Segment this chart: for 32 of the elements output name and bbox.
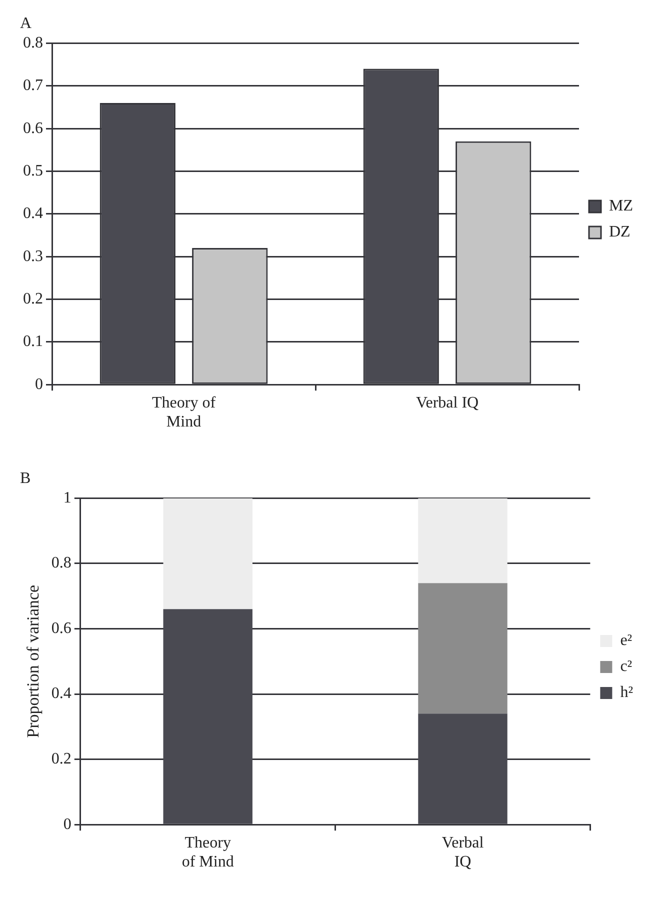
- legend-label: c²: [620, 658, 632, 676]
- legend-label: h²: [620, 684, 634, 702]
- chart-title: B: [20, 470, 31, 487]
- y-tick-label: 0: [35, 376, 43, 393]
- x-tick-label: Verbal IQ: [442, 834, 484, 871]
- y-tick-label: 0.2: [51, 750, 72, 768]
- chart-title: A: [20, 14, 32, 32]
- y-tick-label: 0.6: [23, 120, 43, 137]
- legend-label: DZ: [609, 224, 630, 241]
- y-tick-label: 0.3: [23, 248, 43, 265]
- y-tick-label: 0: [63, 816, 72, 833]
- bar: [418, 498, 508, 584]
- y-tick-label: 0.8: [51, 554, 72, 572]
- y-tick-label: 0.1: [23, 333, 43, 350]
- y-tick-label: 0.4: [51, 685, 72, 702]
- x-tick-label: Verbal IQ: [416, 394, 480, 412]
- y-tick-label: 0.8: [23, 34, 43, 52]
- bar: [418, 583, 508, 714]
- y-tick-label: 0.2: [23, 290, 43, 308]
- y-tick-label: 0.6: [51, 620, 72, 637]
- y-axis-title: Proportion of variance: [24, 584, 43, 738]
- x-tick-label: Theory of Mind: [152, 394, 216, 431]
- bar: [418, 714, 508, 824]
- bar: [163, 498, 252, 610]
- bar: [163, 609, 252, 824]
- legend-label: MZ: [609, 198, 633, 215]
- legend-label: e²: [620, 632, 632, 650]
- y-tick-label: 1: [63, 489, 72, 506]
- y-tick-label: 0.4: [23, 205, 43, 222]
- y-tick-label: 0.7: [23, 77, 43, 94]
- x-tick-label: Theory of Mind: [182, 834, 234, 871]
- y-tick-label: 0.5: [23, 162, 43, 180]
